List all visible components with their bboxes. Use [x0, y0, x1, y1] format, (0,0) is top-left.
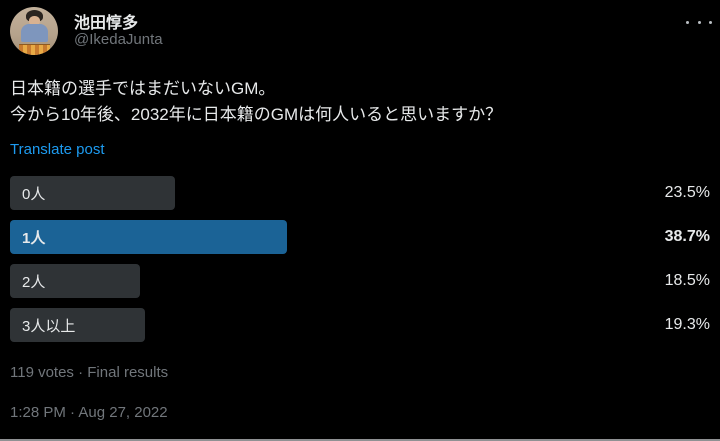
translate-post-link[interactable]: Translate post: [10, 141, 105, 158]
tweet-text-line-1: 日本籍の選手ではまだいないGM。: [10, 79, 276, 98]
tweet-text: 日本籍の選手ではまだいないGM。 今から10年後、2032年に日本籍のGMは何人…: [10, 76, 712, 128]
poll-option-label: 2人: [22, 273, 46, 291]
user-handle[interactable]: @IkedaJunta: [74, 31, 163, 48]
poll-option-label: 0人: [22, 185, 46, 203]
poll-option-row: 2人 18.5%: [10, 264, 710, 298]
poll-option-row-leading: 1人 38.7%: [10, 220, 710, 254]
poll-option-percent: 19.3%: [664, 316, 710, 333]
poll-option-label: 3人以上: [22, 317, 76, 335]
poll-option-percent: 23.5%: [664, 184, 710, 201]
poll-option-bar: 3人以上: [10, 308, 146, 342]
poll-option-bar: 1人: [10, 220, 287, 254]
poll-option-row: 3人以上 19.3%: [10, 308, 710, 342]
avatar-chessboard-shape: [19, 44, 50, 55]
user-display-name[interactable]: 池田惇多: [74, 15, 139, 32]
poll-vote-count: 119 votes · Final results: [10, 364, 169, 381]
avatar-face-shape: [29, 16, 40, 26]
poll-option-row: 0人 23.5%: [10, 176, 710, 210]
tweet-timestamp[interactable]: 1:28 PM · Aug 27, 2022: [10, 404, 168, 421]
tweet-text-line-2: 今から10年後、2032年に日本籍のGMは何人いると思いますか？: [10, 105, 503, 124]
poll-option-label: 1人: [22, 229, 46, 247]
avatar[interactable]: [10, 7, 58, 55]
poll-option-percent: 38.7%: [664, 228, 710, 245]
poll-option-percent: 18.5%: [664, 272, 710, 289]
poll-option-bar: 2人: [10, 264, 140, 298]
avatar-shirt-shape: [21, 24, 48, 42]
more-options-icon[interactable]: [684, 15, 714, 29]
poll-option-bar: 0人: [10, 176, 175, 210]
poll-results: 0人 23.5% 1人 38.7% 2人 18.5% 3人以上 19.3%: [10, 176, 710, 352]
